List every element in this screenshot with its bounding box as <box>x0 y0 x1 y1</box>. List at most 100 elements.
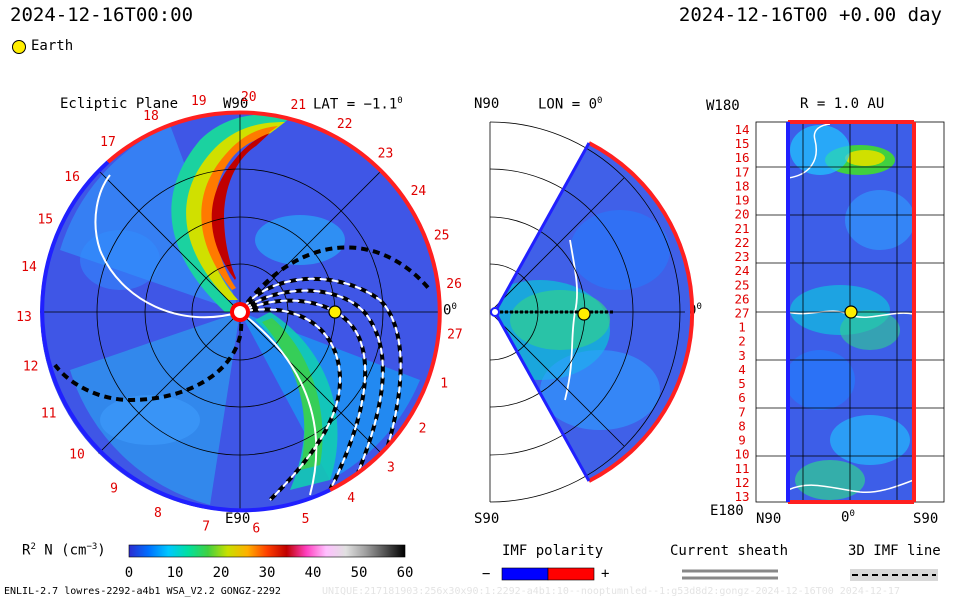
sphere-y-label: 5 <box>738 376 746 391</box>
carrington-label: 12 <box>23 360 39 375</box>
carrington-label: 23 <box>378 146 394 161</box>
ecliptic-neutral-line-2 <box>247 317 318 496</box>
imf-field-lines <box>53 245 432 502</box>
carrington-label: 27 <box>447 327 463 342</box>
sphere-map: 1415161718192021222324252627123456789101… <box>734 120 945 504</box>
meridional-plane <box>489 121 695 503</box>
sphere-y-label: 25 <box>734 277 749 292</box>
sphere-y-label: 1 <box>738 320 746 335</box>
imf-plus-label: + <box>601 566 610 582</box>
sphere-x-label-0: 00 <box>841 509 855 526</box>
carrington-label: 2 <box>419 422 427 437</box>
ecliptic-plane <box>40 112 440 512</box>
sphere-y-label: 14 <box>734 122 749 137</box>
carrington-label: 22 <box>337 117 353 132</box>
carrington-label: 8 <box>154 506 162 521</box>
carrington-label: 18 <box>143 109 159 124</box>
colorbar-tick-label: 20 <box>213 565 230 581</box>
sphere-y-label: 23 <box>734 249 749 264</box>
sphere-y-label: 20 <box>734 207 749 222</box>
colorbar-tick-label: 0 <box>125 565 133 581</box>
current-time: 2024-12-16T00 +0.00 day <box>678 4 942 26</box>
sphere-y-label: 17 <box>734 164 749 179</box>
imf-negative-swatch <box>501 567 549 581</box>
carrington-label: 26 <box>446 277 462 292</box>
meridional-bottom-label: S90 <box>474 511 500 527</box>
colorbar-tick-label: 10 <box>167 565 184 581</box>
sphere-x-label-n90: N90 <box>756 511 782 527</box>
earth-meridional-icon <box>577 307 591 321</box>
meridional-boundary-positive <box>588 141 695 483</box>
imf-polarity-title: IMF polarity <box>502 543 604 559</box>
sphere-y-label: 4 <box>738 362 746 377</box>
sphere-y-label: 3 <box>738 348 746 363</box>
sphere-y-label: 26 <box>734 291 749 306</box>
earth-ecliptic-icon <box>328 305 342 319</box>
sphere-y-labels: 1415161718192021222324252627123456789101… <box>734 122 749 504</box>
colorbar-tick-label: 50 <box>351 565 368 581</box>
colorbar-tick-label: 30 <box>259 565 276 581</box>
carrington-label: 4 <box>347 491 355 506</box>
carrington-label: 13 <box>16 310 32 325</box>
carrington-label: 19 <box>191 94 207 109</box>
carrington-label: 21 <box>290 98 306 113</box>
carrington-label: 3 <box>387 461 395 476</box>
ecliptic-top-label: W90 <box>223 96 249 112</box>
sphere-y-label: 9 <box>738 433 746 448</box>
carrington-label: 24 <box>411 184 427 199</box>
sphere-x-label-s90: S90 <box>913 511 939 527</box>
carrington-label: 7 <box>202 519 210 534</box>
sphere-y-label: 10 <box>734 447 749 462</box>
sphere-y-label: 2 <box>738 334 746 349</box>
sphere-r-label: R = 1.0 AU <box>800 96 885 112</box>
meridional-top-label: N90 <box>474 96 500 112</box>
carrington-label: 15 <box>37 212 53 227</box>
sphere-y-label: 18 <box>734 179 749 194</box>
sphere-y-label: 16 <box>734 150 749 165</box>
earth-marker-icon <box>12 40 26 54</box>
ecliptic-neutral-line-1 <box>94 174 241 319</box>
carrington-label: 17 <box>100 135 116 150</box>
earth-legend-label: Earth <box>31 38 74 54</box>
colorbar-tick-label: 60 <box>397 565 414 581</box>
ecliptic-bottom-label: E90 <box>225 511 251 527</box>
carrington-label: 16 <box>64 170 80 185</box>
sphere-y-label: 22 <box>734 235 749 250</box>
run-id-watermark: UNIQUE:217181903:256x30x90:1:2292-a4b1:1… <box>322 586 900 597</box>
sphere-y-label: 13 <box>734 489 749 504</box>
carrington-label: 25 <box>434 229 450 244</box>
model-info: ENLIL-2.7 lowres-2292-a4b1 WSA_V2.2 GONG… <box>4 586 281 597</box>
sphere-y-label: 8 <box>738 418 746 433</box>
carrington-label: 14 <box>21 260 37 275</box>
colorbar-ticks: 0 10 20 30 40 50 60 <box>125 565 414 581</box>
ecliptic-boundary-positive <box>106 110 442 331</box>
sphere-y-label: 19 <box>734 193 749 208</box>
carrington-label: 10 <box>69 448 85 463</box>
imf-minus-label: − <box>482 566 491 582</box>
carrington-label: 6 <box>252 521 260 536</box>
sphere-bottom-label: E180 <box>710 503 744 519</box>
ecliptic-title: Ecliptic Plane <box>60 96 179 112</box>
sphere-y-label: 7 <box>738 404 746 419</box>
carrington-label: 20 <box>241 90 257 105</box>
sphere-top-label: W180 <box>706 98 740 114</box>
sphere-y-label: 27 <box>734 306 749 321</box>
current-sheath-title: Current sheath <box>670 543 789 559</box>
ecliptic-lat-label: LAT = −1.10 <box>313 96 403 113</box>
imf-positive-swatch <box>547 567 595 581</box>
sphere-y-label: 12 <box>734 475 749 490</box>
sphere-y-label: 11 <box>734 461 749 476</box>
sphere-y-label: 15 <box>734 136 749 151</box>
earth-sphere-icon <box>844 305 858 319</box>
colorbar-label: R2 N (cm−3) <box>22 542 106 559</box>
ecliptic-right-label: 00 <box>443 302 457 319</box>
meridional-lon-label: LON = 00 <box>538 96 603 113</box>
carrington-label: 9 <box>110 482 118 497</box>
carrington-label: 11 <box>41 406 57 421</box>
colorbar-bar <box>128 544 406 558</box>
ecliptic-boundary-negative <box>40 160 331 513</box>
colorbar-tick-label: 40 <box>305 565 322 581</box>
sphere-y-label: 6 <box>738 390 746 405</box>
